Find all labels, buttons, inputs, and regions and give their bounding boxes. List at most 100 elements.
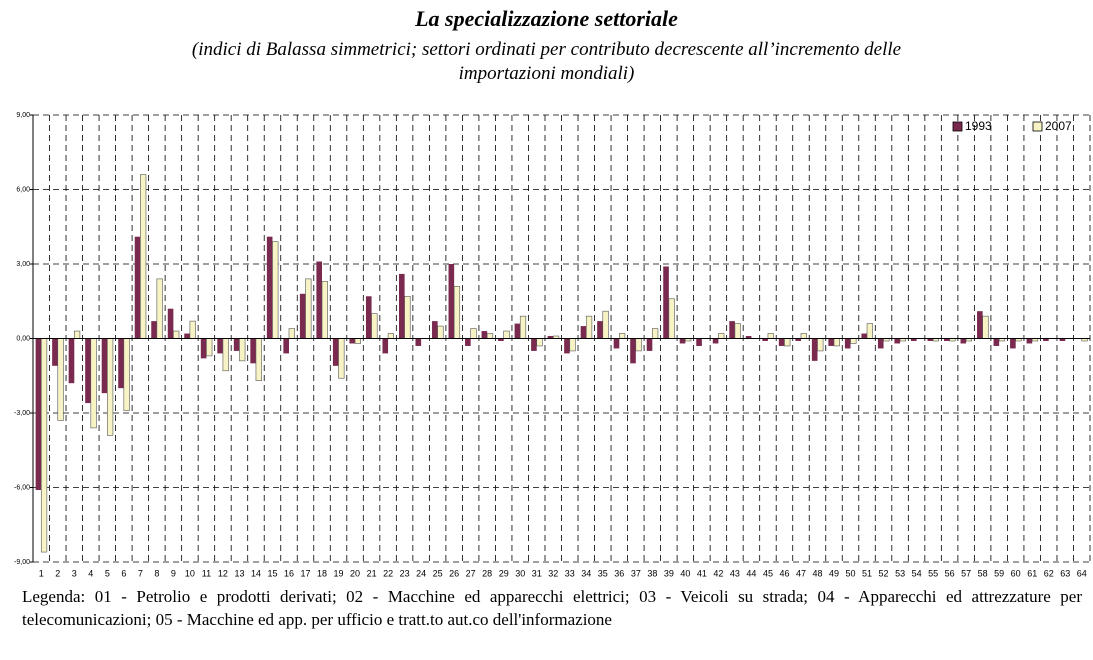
x-tick-label: 35 <box>598 568 608 578</box>
bar <box>316 261 323 339</box>
bar <box>305 278 312 339</box>
bar <box>173 330 180 339</box>
bar <box>57 338 64 421</box>
x-tick-label: 34 <box>581 568 591 578</box>
bar <box>910 338 917 341</box>
bar <box>536 338 543 347</box>
bar <box>597 321 603 339</box>
bar <box>437 325 444 339</box>
bar <box>387 333 395 339</box>
bar <box>927 338 934 341</box>
x-tick-label: 21 <box>367 568 377 578</box>
y-tick-label: 3,00 <box>16 261 30 268</box>
bar <box>861 333 868 339</box>
x-tick-label: 32 <box>548 568 558 578</box>
x-tick-label: 11 <box>202 568 211 578</box>
bar <box>498 338 504 341</box>
bar <box>404 295 411 339</box>
y-tick-label: -6,00 <box>14 484 30 491</box>
bar <box>35 338 42 490</box>
bar <box>866 323 873 339</box>
bar <box>156 278 163 339</box>
x-tick-label: 48 <box>812 568 822 578</box>
bar <box>993 338 1000 346</box>
x-tick-label: 36 <box>614 568 624 578</box>
bar <box>580 326 587 339</box>
x-tick-label: 60 <box>1011 568 1021 578</box>
bar <box>630 338 636 364</box>
bar <box>828 338 835 346</box>
x-tick-label: 15 <box>267 568 277 578</box>
chart-title: La specializzazione settoriale <box>415 6 678 31</box>
bar <box>85 338 91 404</box>
bar <box>448 264 455 339</box>
x-tick-label: 52 <box>879 568 889 578</box>
x-tick-label: 27 <box>466 568 476 578</box>
bar <box>52 338 58 366</box>
bar <box>514 323 521 339</box>
x-tick-label: 31 <box>532 568 542 578</box>
bar <box>602 310 609 339</box>
bar <box>184 333 190 339</box>
bar <box>217 338 223 354</box>
legend-label: 2007 <box>1045 119 1072 133</box>
x-tick-label: 4 <box>88 568 93 578</box>
x-tick-label: 10 <box>185 568 195 578</box>
bar <box>68 338 75 384</box>
bar <box>354 338 361 344</box>
bar <box>371 313 378 339</box>
bar <box>481 331 488 339</box>
x-tick-label: 12 <box>218 568 228 578</box>
x-tick-label: 23 <box>400 568 410 578</box>
bar <box>321 281 328 339</box>
bar <box>470 328 477 339</box>
x-tick-label: 44 <box>746 568 756 578</box>
x-tick-label: 30 <box>515 568 525 578</box>
x-tick-label: 22 <box>383 568 393 578</box>
bar <box>817 338 824 352</box>
x-tick-label: 42 <box>713 568 723 578</box>
bar <box>784 338 791 347</box>
y-tick-label: -3,00 <box>14 410 30 417</box>
x-tick-label: 53 <box>895 568 905 578</box>
legend-swatch <box>1032 121 1043 132</box>
x-tick-label: 49 <box>829 568 839 578</box>
bar <box>613 338 620 349</box>
x-tick-label: 50 <box>846 568 856 578</box>
bar <box>101 338 108 394</box>
x-tick-label: 64 <box>1077 568 1087 578</box>
bar <box>1010 338 1016 349</box>
bar <box>844 338 851 349</box>
x-tick-label: 51 <box>862 568 872 578</box>
legend-label: 1993 <box>965 119 992 133</box>
bar <box>453 286 461 339</box>
bar <box>206 338 213 357</box>
bar <box>134 236 141 339</box>
bar <box>569 338 576 352</box>
x-tick-label: 26 <box>449 568 459 578</box>
bar <box>635 338 642 352</box>
bar <box>729 321 735 339</box>
x-tick-label: 3 <box>72 568 77 578</box>
bar <box>299 293 306 339</box>
x-tick-label: 41 <box>697 568 707 578</box>
x-tick-label: 20 <box>350 568 360 578</box>
bar <box>745 336 752 339</box>
x-tick-label: 39 <box>664 568 674 578</box>
bar <box>531 338 537 351</box>
bar <box>332 338 339 366</box>
bar <box>250 338 256 364</box>
bar <box>960 338 967 344</box>
x-tick-label: 13 <box>234 568 244 578</box>
x-tick-label: 25 <box>433 568 443 578</box>
bar <box>349 338 356 344</box>
x-tick-label: 5 <box>105 568 110 578</box>
x-tick-label: 54 <box>912 568 922 578</box>
bar <box>547 336 554 339</box>
x-tick-label: 1 <box>39 568 44 578</box>
bar <box>465 338 471 346</box>
bar <box>266 236 273 339</box>
bar <box>564 338 570 354</box>
bar <box>382 338 389 354</box>
